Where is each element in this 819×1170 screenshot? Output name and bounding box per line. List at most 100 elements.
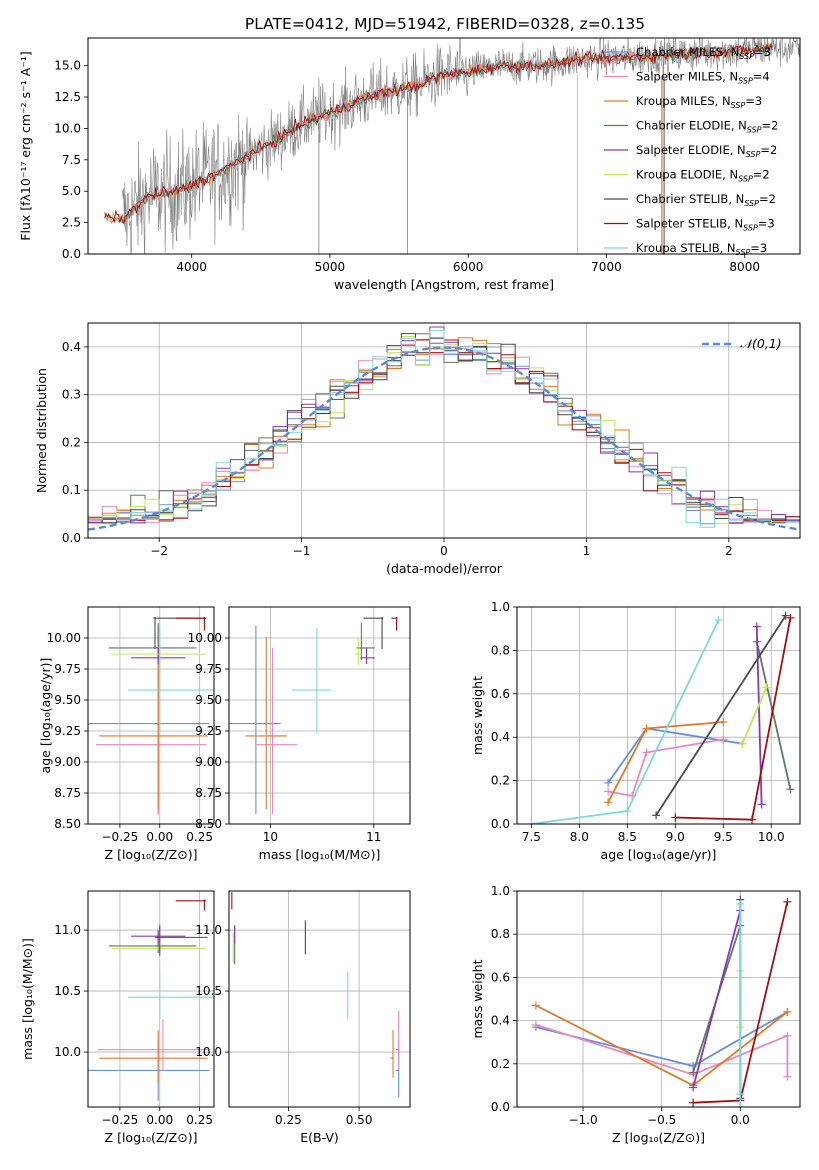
legend-sub: SSP xyxy=(738,175,753,184)
y-tick-label: 2.5 xyxy=(62,216,81,230)
x-tick-label: 10.0 xyxy=(758,830,785,844)
legend-suffix: =2 xyxy=(760,143,777,157)
series-line-krou_miles xyxy=(607,721,724,803)
x-tick-label: 0.25 xyxy=(186,1113,213,1127)
y-tick-label: 9.50 xyxy=(195,693,222,707)
series-line-salp_miles xyxy=(607,738,724,797)
y-axis-label: mass weight xyxy=(470,676,485,755)
x-tick-label: −2 xyxy=(150,544,168,558)
x-tick-label: 8.5 xyxy=(618,830,637,844)
x-tick-label: 0.0 xyxy=(731,1113,750,1127)
errorbar-plot-mass_vs_Z xyxy=(88,899,214,1101)
axes-frame xyxy=(87,890,215,1108)
x-tick-label: −0.25 xyxy=(102,1113,139,1127)
y-tick-label: 7.5 xyxy=(62,153,81,167)
y-tick-label: 0.8 xyxy=(491,927,510,941)
legend-suffix: =3 xyxy=(754,45,771,59)
y-tick-label: 0.0 xyxy=(491,817,510,831)
x-tick-label: 2 xyxy=(725,544,733,558)
legend-label: Salpeter STELIB, NSSP=3 xyxy=(636,217,775,233)
x-axis-label: (data-model)/error xyxy=(386,561,503,576)
legend-suffix: =3 xyxy=(758,217,775,231)
histogram-krou_stelib xyxy=(88,330,800,528)
legend-label: Chabrier MILES, NSSP=3 xyxy=(636,45,771,61)
x-tick-label: 9.0 xyxy=(666,830,685,844)
legend-prefix: Chabrier STELIB, N xyxy=(636,192,744,206)
series-line-salp_elodie xyxy=(692,910,742,1088)
y-tick-label: 0.2 xyxy=(491,774,510,788)
y-tick-label: 0.6 xyxy=(491,970,510,984)
legend-sub: SSP xyxy=(731,101,746,110)
y-tick-label: 0.2 xyxy=(491,1057,510,1071)
series-line-salp_stelib xyxy=(675,617,792,821)
axes-frame xyxy=(87,322,801,539)
y-axis-label: mass [log₁₀(M/M⊙)] xyxy=(20,938,35,1060)
y-tick-label: 11.0 xyxy=(195,923,222,937)
y-tick-label: 10.5 xyxy=(195,984,222,998)
x-tick-label: −1 xyxy=(293,544,311,558)
y-tick-label: 12.5 xyxy=(54,90,81,104)
x-tick-label: 8000 xyxy=(729,260,760,274)
histogram-plot xyxy=(88,326,800,531)
y-tick-label: 11.0 xyxy=(54,923,81,937)
x-tick-label: 8.0 xyxy=(570,830,589,844)
legend-suffix: =2 xyxy=(762,119,779,133)
legend-prefix: Salpeter ELODIE, N xyxy=(636,143,746,157)
legend-label-normal: 𝒩(0,1) xyxy=(740,336,782,351)
y-tick-label: 9.25 xyxy=(195,724,222,738)
errorbar-plot-mass_vs_ebv xyxy=(231,892,400,1098)
y-axis-label: Normed distribution xyxy=(34,368,49,493)
x-tick-label: −0.5 xyxy=(647,1113,676,1127)
legend-label: Chabrier STELIB, NSSP=2 xyxy=(636,192,776,208)
y-tick-label: 9.75 xyxy=(54,662,81,676)
legend-label: Salpeter ELODIE, NSSP=2 xyxy=(636,143,777,159)
x-tick-label: 1 xyxy=(583,544,591,558)
y-tick-label: 9.75 xyxy=(195,662,222,676)
errorbar-plot-age_vs_Z xyxy=(88,616,214,815)
y-tick-label: 0.0 xyxy=(491,1100,510,1114)
y-tick-label: 5.0 xyxy=(62,184,81,198)
x-tick-label: 6000 xyxy=(453,260,484,274)
y-tick-label: 8.50 xyxy=(54,817,81,831)
legend-label: Salpeter MILES, NSSP=4 xyxy=(636,70,770,86)
legend-suffix: =3 xyxy=(745,94,762,108)
normal-curve xyxy=(88,346,800,531)
y-tick-label: 15.0 xyxy=(54,59,81,73)
series-line-chab_elodie xyxy=(755,641,792,790)
legend-sub: SSP xyxy=(746,150,761,159)
x-tick-label: 9.5 xyxy=(714,830,733,844)
x-tick-label: 0.25 xyxy=(186,830,213,844)
axes-frame xyxy=(516,606,801,825)
axes-frame xyxy=(228,890,411,1108)
legend-label: Kroupa STELIB, NSSP=3 xyxy=(636,241,767,257)
y-tick-label: 1.0 xyxy=(491,600,510,614)
y-tick-label: 0.1 xyxy=(62,483,81,497)
y-tick-label: 0.6 xyxy=(491,687,510,701)
y-tick-label: 9.25 xyxy=(54,724,81,738)
legend-prefix: Kroupa ELODIE, N xyxy=(636,168,738,182)
line-plot-massweight_vs_age xyxy=(527,611,795,824)
legend-prefix: Kroupa MILES, N xyxy=(636,94,731,108)
legend-prefix: Salpeter MILES, N xyxy=(636,70,738,84)
legend-sub: SSP xyxy=(747,126,762,135)
x-tick-label: 0.25 xyxy=(275,1113,302,1127)
y-tick-label: 0.4 xyxy=(491,730,510,744)
series-line-chab_stelib xyxy=(655,615,787,816)
y-tick-label: 0.4 xyxy=(491,1014,510,1028)
x-axis-label: age [log₁₀(age/yr)] xyxy=(601,847,717,862)
legend-sub: SSP xyxy=(739,52,754,61)
y-tick-label: 1.0 xyxy=(491,884,510,898)
legend-suffix: =3 xyxy=(750,241,767,255)
axes-frame xyxy=(228,606,411,825)
y-tick-label: 0.0 xyxy=(62,531,81,545)
x-tick-label: 0 xyxy=(440,544,448,558)
legend-suffix: =2 xyxy=(753,168,770,182)
y-tick-label: 8.75 xyxy=(195,786,222,800)
x-axis-label: Z [log₁₀(Z/Z⊙)] xyxy=(612,1130,705,1145)
legend-sub: SSP xyxy=(736,248,751,257)
y-tick-label: 0.4 xyxy=(62,340,81,354)
x-tick-label: 5000 xyxy=(315,260,346,274)
y-tick-label: 9.50 xyxy=(54,693,81,707)
x-tick-label: 0.50 xyxy=(346,1113,373,1127)
